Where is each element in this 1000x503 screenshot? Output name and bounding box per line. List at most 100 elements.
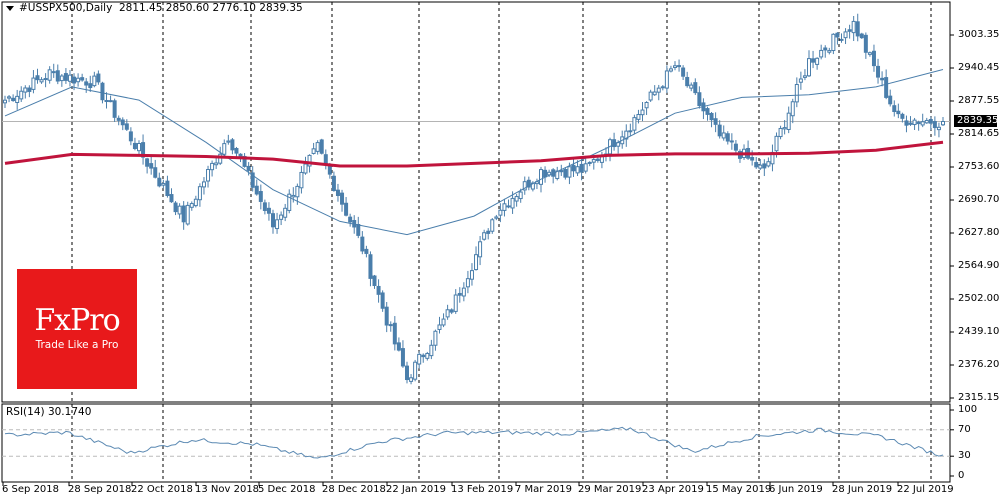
- symbol-label: #USSPX500: [19, 2, 83, 14]
- candle-body: [3, 99, 7, 104]
- candle-body: [758, 164, 763, 169]
- candle-body: [295, 185, 300, 198]
- candle-body: [120, 119, 125, 126]
- candle-body: [63, 73, 68, 81]
- candle-body: [632, 117, 637, 131]
- candle-body: [197, 186, 202, 201]
- candle-body: [539, 169, 543, 185]
- x-axis-label: 29 Mar 2019: [578, 484, 642, 495]
- candle-body: [445, 309, 450, 318]
- candle-body: [766, 161, 771, 167]
- x-axis-label: 6 Sep 2018: [2, 484, 60, 495]
- main-panel-border: [1, 1, 951, 403]
- candle-body: [149, 163, 154, 169]
- candle-body: [847, 29, 852, 32]
- candle-body: [242, 155, 247, 167]
- candle-body: [23, 87, 28, 93]
- candle-body: [425, 352, 430, 359]
- candle-body: [729, 140, 734, 143]
- open-value: 2811.45: [119, 2, 163, 14]
- candle-body: [928, 119, 933, 124]
- candle-body: [344, 202, 349, 216]
- candle-body: [782, 127, 787, 130]
- candle-body: [750, 157, 755, 161]
- logo-tagline: Trade Like a Pro: [35, 339, 119, 351]
- low-value: 2776.10: [212, 2, 256, 14]
- candle-body: [11, 97, 16, 102]
- candle-body: [335, 189, 340, 197]
- candle-body: [876, 65, 881, 78]
- candle-body: [843, 31, 848, 39]
- rsi-line: [4, 426, 944, 459]
- candle-body: [510, 197, 515, 209]
- y-axis-label: 2690.70: [958, 194, 1000, 205]
- candle-body: [559, 170, 564, 173]
- x-axis-label: 6 Jun 2019: [769, 484, 823, 495]
- x-axis-label: 28 Dec 2018: [322, 484, 386, 495]
- candle-body: [177, 205, 182, 215]
- candle-body: [486, 230, 491, 234]
- y-axis-label: 3003.35: [958, 29, 1000, 40]
- candle-body: [15, 95, 20, 104]
- candle-body: [222, 143, 227, 155]
- rsi-axis-label: 0: [958, 470, 965, 481]
- candle-body: [376, 285, 381, 295]
- candle-body: [409, 377, 414, 382]
- candle-body: [80, 77, 85, 81]
- candle-body: [417, 353, 422, 365]
- candle-body: [543, 169, 548, 178]
- y-axis-label: 2564.90: [958, 260, 1000, 271]
- candle-body: [668, 68, 673, 72]
- candle-body: [640, 109, 645, 116]
- candle-body: [936, 126, 941, 131]
- candle-body: [482, 232, 487, 240]
- candle-body: [327, 165, 332, 175]
- candle-body: [465, 278, 470, 288]
- close-value: 2839.35: [259, 2, 303, 14]
- candle-body: [283, 207, 288, 218]
- candle-body: [157, 177, 162, 187]
- candle-body: [786, 112, 791, 130]
- candle-body: [469, 270, 474, 280]
- candle-body: [380, 292, 385, 309]
- candle-body: [7, 96, 12, 99]
- candle-body: [790, 101, 795, 117]
- candle-body: [201, 181, 206, 188]
- candle-body: [230, 139, 235, 151]
- candle-body: [161, 183, 166, 186]
- moving-average-line: [4, 69, 944, 236]
- candle-body: [128, 131, 133, 142]
- y-axis-label: 2627.80: [958, 227, 1000, 238]
- candle-body: [595, 158, 600, 161]
- candle-body: [461, 287, 466, 297]
- candle-body: [266, 207, 271, 214]
- candle-body: [165, 180, 170, 197]
- candle-body: [218, 153, 223, 164]
- candle-body: [762, 163, 767, 169]
- candle-body: [364, 248, 369, 254]
- candle-body: [258, 191, 263, 202]
- candle-body: [677, 65, 682, 68]
- candle-body: [206, 168, 211, 182]
- candle-body: [583, 163, 588, 172]
- candle-body: [19, 90, 24, 100]
- candle-body: [920, 121, 925, 126]
- candle-body: [697, 92, 702, 106]
- candle-body: [254, 185, 259, 195]
- candle-body: [514, 196, 519, 202]
- candle-body: [112, 100, 117, 118]
- dropdown-triangle-icon[interactable]: [6, 5, 14, 11]
- rsi-axis-label: 30: [958, 450, 971, 462]
- candle-body: [153, 167, 158, 178]
- candle-body: [733, 143, 738, 151]
- candle-body: [567, 166, 572, 178]
- candle-body: [51, 71, 56, 74]
- y-axis-label: 2753.60: [958, 161, 1000, 172]
- candle-body: [372, 275, 377, 286]
- candle-body: [705, 108, 710, 115]
- y-axis-label: 2315.15: [958, 392, 1000, 403]
- candle-body: [563, 169, 568, 178]
- candle-body: [754, 162, 759, 168]
